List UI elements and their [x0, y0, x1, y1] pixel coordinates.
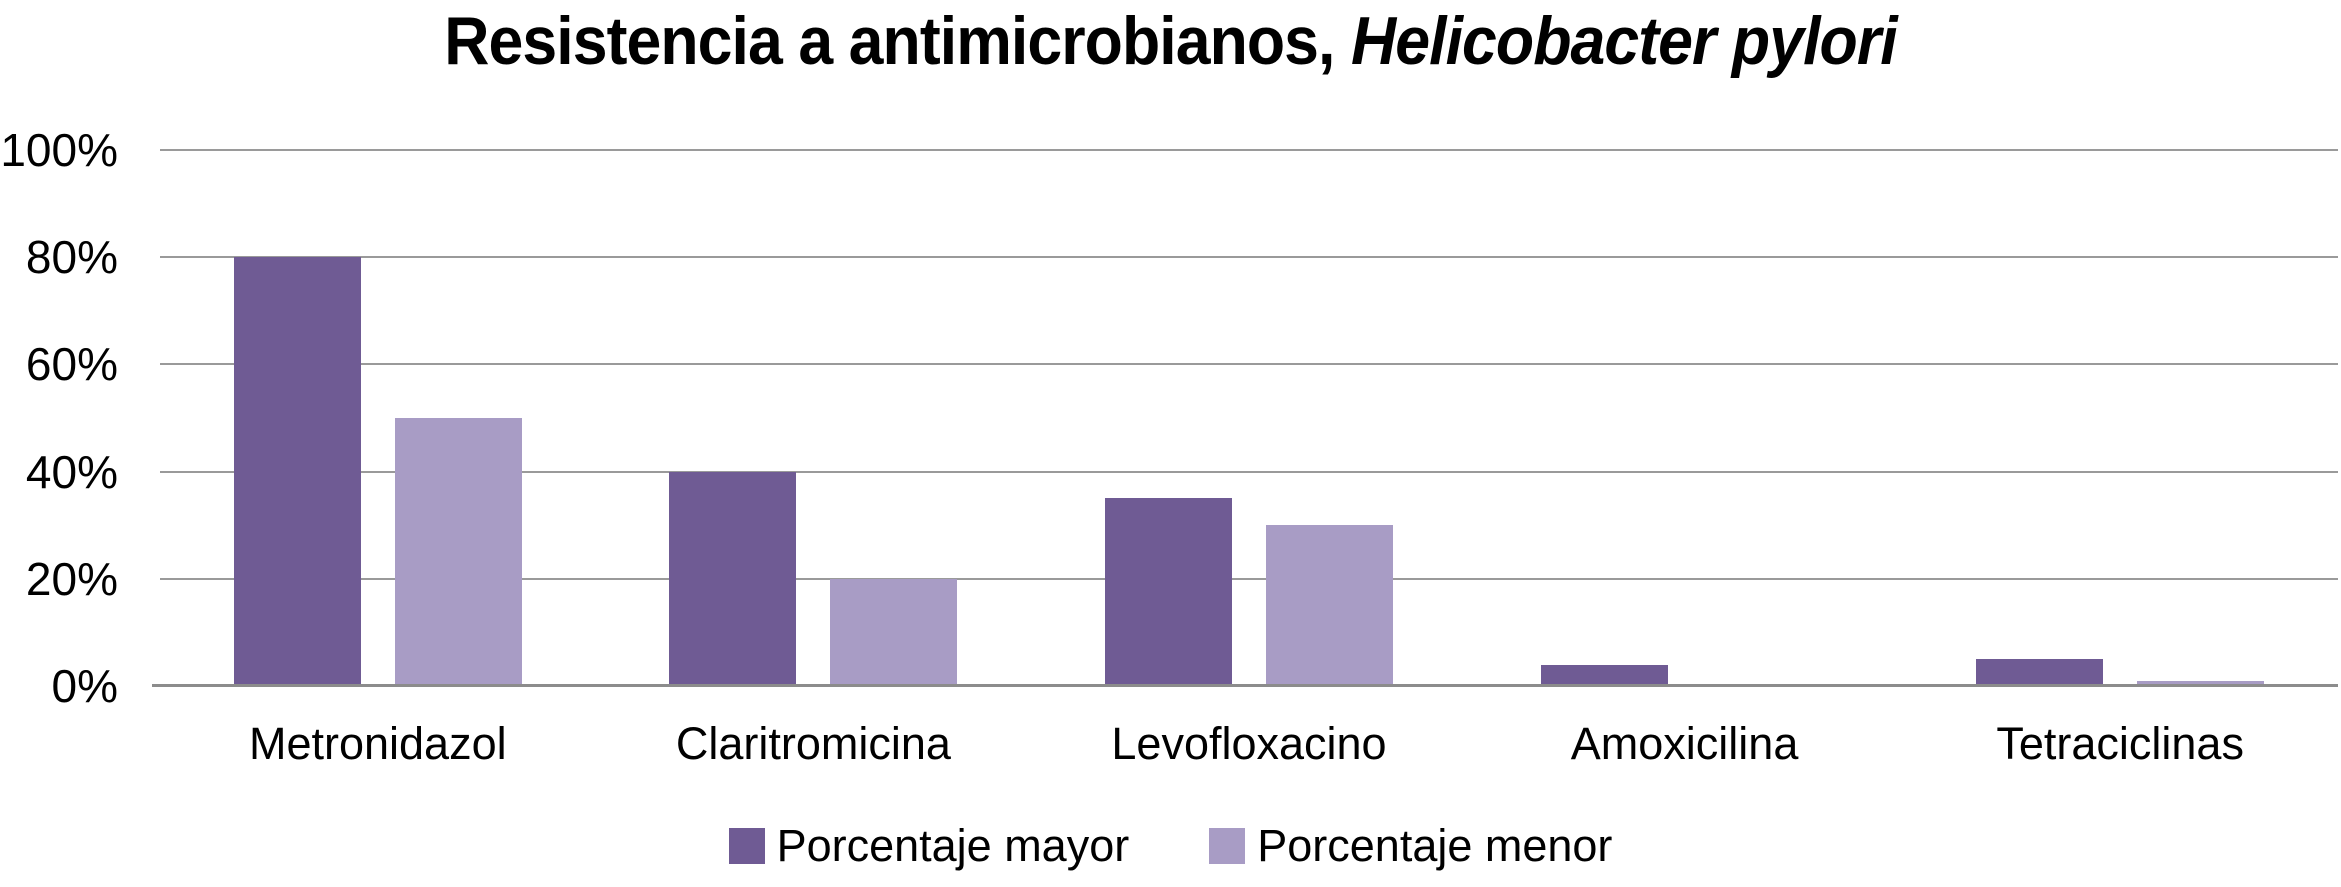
- bar-tetraciclinas-porcentaje-mayor: [1976, 659, 2104, 686]
- chart-title-species-italic: Helicobacter pylori: [1350, 3, 1898, 79]
- bar-group-amoxicilina: [1467, 150, 1903, 686]
- y-axis-tick-label-40: 40%: [25, 445, 118, 498]
- x-axis-category-labels: Metronidazol Claritromicina Levofloxacino A…: [160, 718, 2338, 770]
- y-axis-tick-label-60: 60%: [25, 338, 118, 391]
- legend-swatch-icon: [1209, 828, 1246, 864]
- bar-metronidazol-porcentaje-menor: [394, 418, 522, 686]
- x-axis-category-label-tetraciclinas: Tetraciclinas: [1996, 718, 2244, 769]
- gridline-20: [160, 577, 2338, 580]
- chart-title: Resistencia a antimicrobianos, Helicobac…: [94, 2, 2248, 80]
- bar-claritromicina-porcentaje-mayor: [669, 471, 797, 686]
- gridline-40: [160, 470, 2338, 473]
- gridline-60: [160, 363, 2338, 366]
- legend-entry-porcentaje-menor: Porcentaje menor: [1209, 820, 1612, 872]
- bar-metronidazol-porcentaje-mayor: [233, 257, 361, 686]
- x-axis-category-label-amoxicilina: Amoxicilina: [1570, 718, 1799, 769]
- x-axis-category-label-metronidazol: Metronidazol: [248, 718, 507, 769]
- gridline-80: [160, 256, 2338, 259]
- bar-series-container: [160, 150, 2338, 686]
- bar-levofloxacino-porcentaje-menor: [1265, 525, 1393, 686]
- bar-tetraciclinas-porcentaje-menor: [2137, 680, 2265, 686]
- y-axis-tick-label-80: 80%: [25, 231, 118, 284]
- x-axis-line: [152, 684, 2338, 687]
- bar-claritromicina-porcentaje-menor: [830, 578, 958, 686]
- bar-group-tetraciclinas: [1902, 150, 2338, 686]
- legend-swatch-icon: [728, 828, 765, 864]
- bar-group-metronidazol: [160, 150, 596, 686]
- bar-amoxicilina-porcentaje-mayor: [1540, 664, 1668, 686]
- legend-entry-porcentaje-mayor: Porcentaje mayor: [728, 820, 1130, 872]
- y-axis-tick-label-100: 100%: [0, 124, 118, 176]
- legend-label: Porcentaje menor: [1257, 820, 1613, 871]
- legend-label: Porcentaje mayor: [776, 820, 1130, 871]
- x-axis-category-label-levofloxacino: Levofloxacino: [1111, 718, 1387, 769]
- plot-area: [152, 149, 2338, 687]
- y-axis-tick-labels: 100% 80% 60% 40% 20% 0%: [0, 124, 118, 712]
- y-axis-tick-label-20: 20%: [25, 552, 118, 605]
- bar-group-levofloxacino: [1031, 150, 1467, 686]
- chart-title-prefix: Resistencia a antimicrobianos,: [444, 3, 1351, 79]
- y-axis-tick-label-0: 0%: [51, 660, 118, 712]
- gridline-100: [160, 149, 2338, 151]
- bar-levofloxacino-porcentaje-mayor: [1104, 498, 1232, 686]
- x-axis-category-label-claritromicina: Claritromicina: [675, 718, 951, 769]
- bar-group-claritromicina: [596, 150, 1032, 686]
- chart-legend: Porcentaje mayor Porcentaje menor: [0, 820, 2341, 872]
